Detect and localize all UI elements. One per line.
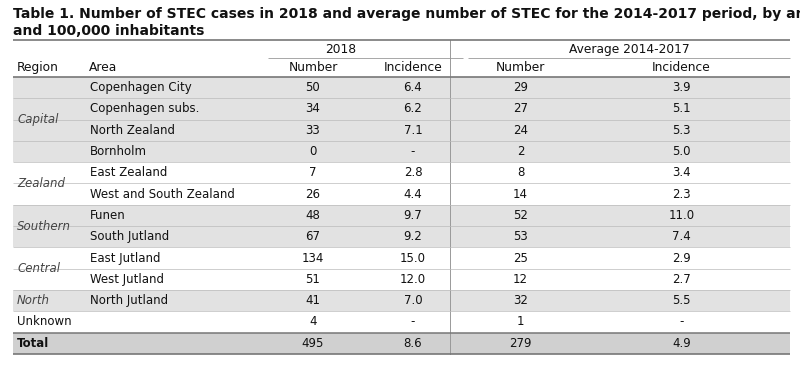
Text: 4: 4 [310,315,317,329]
Text: Copenhagen City: Copenhagen City [90,81,192,94]
Text: 52: 52 [513,209,528,222]
Text: 8.6: 8.6 [404,337,422,350]
Text: -: - [679,315,684,329]
Text: 53: 53 [513,230,528,243]
Text: 32: 32 [513,294,528,307]
Text: 9.7: 9.7 [404,209,422,222]
Text: Region: Region [17,61,59,74]
Text: 7: 7 [310,166,317,179]
Text: -: - [411,315,415,329]
Text: 2.3: 2.3 [672,188,691,201]
Text: Southern: Southern [17,220,71,232]
Text: Capital: Capital [17,113,58,126]
Text: 2.9: 2.9 [672,251,691,265]
Bar [13,120,790,141]
Bar [13,205,790,226]
Text: Number: Number [496,61,545,74]
Text: Total: Total [17,337,50,350]
Bar [13,269,790,290]
Text: South Jutland: South Jutland [90,230,170,243]
Text: 51: 51 [306,273,321,286]
Text: Zealand: Zealand [17,177,65,190]
Text: 3.4: 3.4 [672,166,691,179]
Text: -: - [411,145,415,158]
Bar [13,184,790,205]
Text: Table 1. Number of STEC cases in 2018 and average number of STEC for the 2014-20: Table 1. Number of STEC cases in 2018 an… [13,7,800,21]
Text: Funen: Funen [90,209,126,222]
Text: 24: 24 [513,124,528,137]
Text: 1: 1 [517,315,524,329]
Text: 2.8: 2.8 [404,166,422,179]
Text: 34: 34 [306,102,321,116]
Text: Copenhagen subs.: Copenhagen subs. [90,102,199,116]
Text: North Jutland: North Jutland [90,294,168,307]
Text: 495: 495 [302,337,324,350]
Text: 26: 26 [306,188,321,201]
Text: 48: 48 [306,209,321,222]
Text: 12.0: 12.0 [400,273,426,286]
Text: 3.9: 3.9 [672,81,691,94]
Bar [13,98,790,120]
Text: 4.9: 4.9 [672,337,691,350]
Text: 9.2: 9.2 [404,230,422,243]
Text: 5.5: 5.5 [672,294,690,307]
Text: 2: 2 [517,145,524,158]
Text: 8: 8 [517,166,524,179]
Text: 14: 14 [513,188,528,201]
Text: 41: 41 [306,294,321,307]
Text: 2.7: 2.7 [672,273,691,286]
Text: Central: Central [17,262,60,275]
Text: 4.4: 4.4 [404,188,422,201]
Text: Incidence: Incidence [652,61,711,74]
Text: East Zealand: East Zealand [90,166,167,179]
Text: East Jutland: East Jutland [90,251,161,265]
Bar [13,248,790,269]
Text: and 100,000 inhabitants: and 100,000 inhabitants [13,24,204,38]
Text: 11.0: 11.0 [669,209,694,222]
Text: North Zealand: North Zealand [90,124,175,137]
Text: 25: 25 [513,251,528,265]
Text: 12: 12 [513,273,528,286]
Text: Area: Area [89,61,118,74]
Bar [13,311,790,333]
Text: 7.0: 7.0 [404,294,422,307]
Bar [13,162,790,184]
Text: 7.4: 7.4 [672,230,691,243]
Text: 7.1: 7.1 [404,124,422,137]
Text: 0: 0 [310,145,317,158]
Text: 15.0: 15.0 [400,251,426,265]
Text: 5.3: 5.3 [672,124,690,137]
Text: 67: 67 [306,230,321,243]
Text: North: North [17,294,50,307]
Text: 2018: 2018 [325,43,356,56]
Bar [13,333,790,354]
Text: 6.4: 6.4 [404,81,422,94]
Text: 33: 33 [306,124,320,137]
Text: 50: 50 [306,81,320,94]
Text: 27: 27 [513,102,528,116]
Text: Incidence: Incidence [384,61,442,74]
Text: 5.0: 5.0 [672,145,690,158]
Text: 134: 134 [302,251,324,265]
Bar [13,141,790,162]
Text: West Jutland: West Jutland [90,273,164,286]
Text: Unknown: Unknown [17,315,72,329]
Text: 279: 279 [510,337,532,350]
Bar [13,77,790,98]
Text: Number: Number [288,61,338,74]
Text: West and South Zealand: West and South Zealand [90,188,235,201]
Text: Average 2014-2017: Average 2014-2017 [569,43,690,56]
Text: 29: 29 [513,81,528,94]
Text: 5.1: 5.1 [672,102,691,116]
Bar [13,226,790,248]
Bar [13,290,790,311]
Text: Bornholm: Bornholm [90,145,147,158]
Text: 6.2: 6.2 [404,102,422,116]
